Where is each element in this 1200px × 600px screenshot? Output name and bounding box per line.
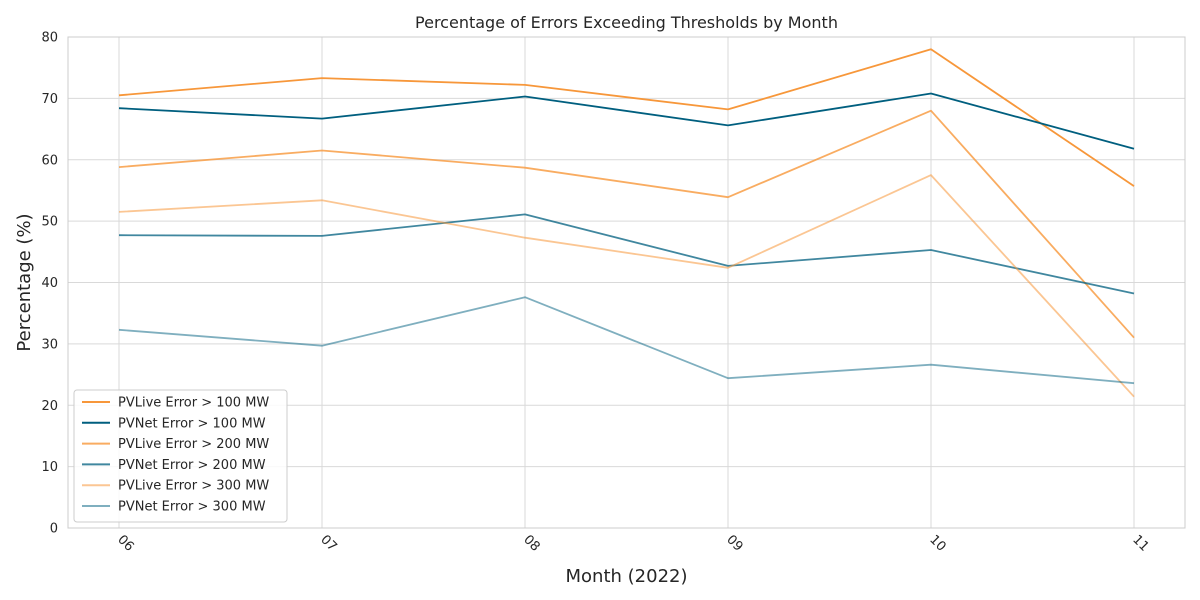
series-line-pvnet-error-100-mw	[118, 92, 1135, 150]
series-lines	[118, 48, 1135, 398]
x-tick-label: 10	[926, 532, 948, 554]
y-tick-labels: 0 10 20 30 40 50 60 70 80	[41, 31, 58, 537]
chart-title: Percentage of Errors Exceeding Threshold…	[415, 13, 838, 32]
x-tick-label: 09	[723, 532, 745, 554]
legend-label-pvlive-error-300-mw: PVLive Error > 300 MW	[118, 479, 269, 494]
y-tick-label: 80	[41, 31, 58, 46]
series-line-pvlive-error-100-mw	[118, 48, 1135, 187]
x-tick-label: 11	[1129, 532, 1151, 554]
legend-label-pvnet-error-100-mw: PVNet Error > 100 MW	[118, 416, 266, 431]
y-tick-label: 10	[41, 460, 58, 475]
series-line-pvlive-error-200-mw	[118, 109, 1135, 339]
y-tick-label: 20	[41, 399, 58, 414]
y-tick-label: 0	[50, 522, 58, 537]
y-tick-label: 30	[41, 337, 58, 352]
legend: PVLive Error > 100 MW PVNet Error > 100 M…	[73, 389, 288, 523]
legend-label-pvlive-error-100-mw: PVLive Error > 100 MW	[118, 396, 269, 411]
legend-items: PVLive Error > 100 MW PVNet Error > 100 M…	[82, 396, 269, 515]
legend-box	[73, 389, 288, 523]
legend-label-pvlive-error-200-mw: PVLive Error > 200 MW	[118, 437, 269, 452]
y-tick-label: 70	[41, 92, 58, 107]
x-axis-title: Month (2022)	[566, 566, 688, 587]
plot-area-frame	[67, 36, 1186, 529]
legend-label-pvnet-error-200-mw: PVNet Error > 200 MW	[118, 458, 266, 473]
y-axis-title: Percentage (%)	[14, 213, 35, 351]
y-tick-label: 40	[41, 276, 58, 291]
x-tick-label: 06	[114, 532, 136, 554]
series-line-pvnet-error-300-mw	[118, 296, 1135, 385]
legend-label-pvnet-error-300-mw: PVNet Error > 300 MW	[118, 500, 266, 515]
series-line-pvnet-error-200-mw	[118, 213, 1135, 295]
series-line-pvlive-error-300-mw	[118, 174, 1135, 398]
y-tick-label: 60	[41, 153, 58, 168]
x-tick-labels: 06 07 08 09 10 11	[114, 532, 1151, 554]
y-tick-label: 50	[41, 215, 58, 230]
x-tick-label: 07	[317, 532, 339, 554]
x-tick-label: 08	[520, 532, 542, 554]
